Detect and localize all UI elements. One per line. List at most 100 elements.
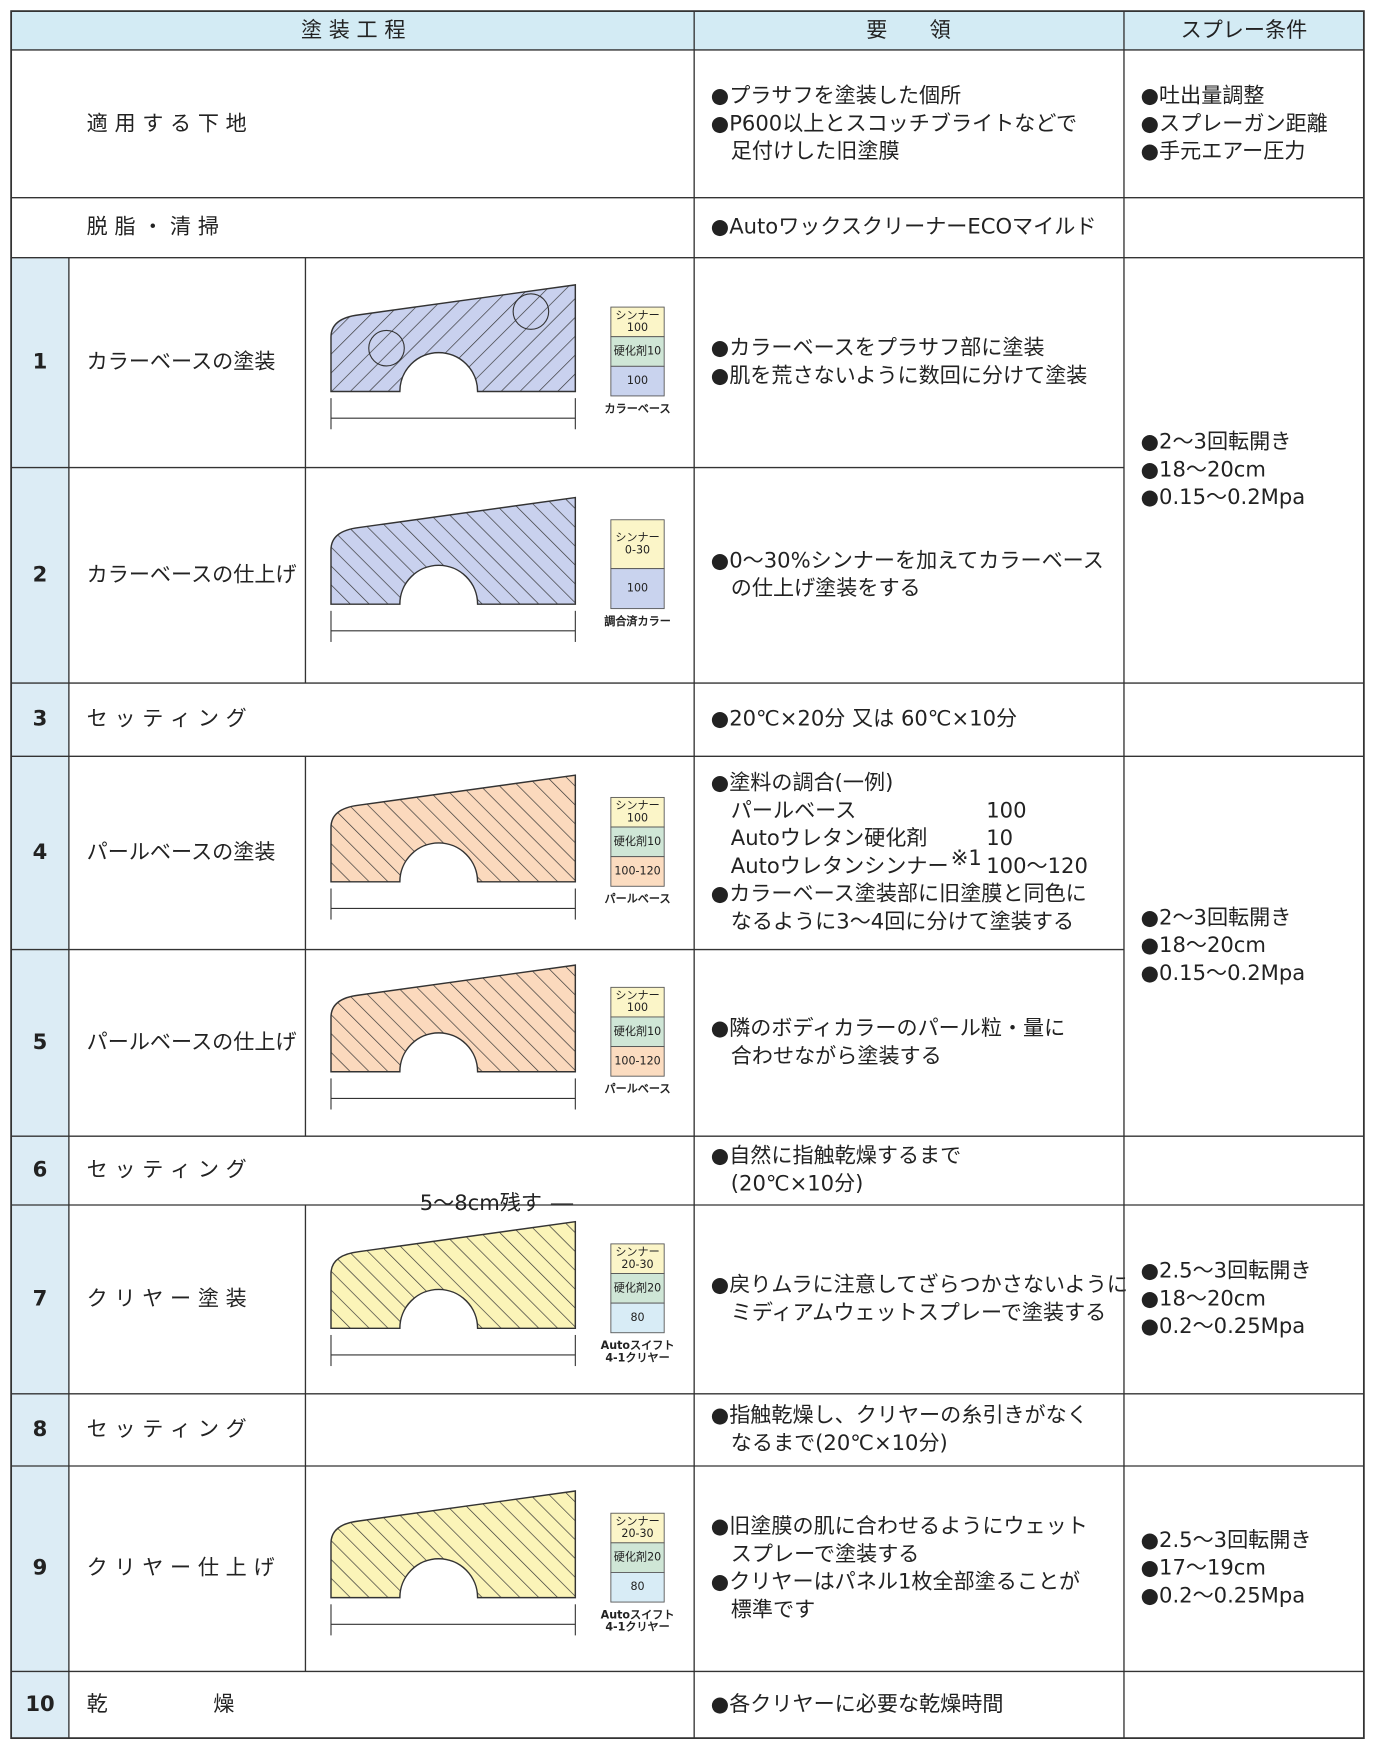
step-name: カラーベースの仕上げ xyxy=(87,561,297,586)
row-label: 脱 脂 ・ 清 掃 xyxy=(87,214,219,239)
mix-note: ※1 xyxy=(951,845,982,870)
cup-label: シンナー xyxy=(615,1246,659,1259)
cup-layer xyxy=(610,1302,665,1334)
cup-layer xyxy=(610,1512,665,1544)
panel-figure xyxy=(330,774,577,920)
text-line: ●プラサフを塗装した個所 xyxy=(711,83,961,108)
cup-label: 100 xyxy=(627,321,648,334)
panel-shape xyxy=(330,1220,577,1330)
text-line: ●クリヤーはパネル1枚全部塗ることが xyxy=(711,1569,1080,1594)
text-line: ●18〜20cm xyxy=(1141,1285,1266,1310)
mix-amount: 100 xyxy=(986,797,1026,822)
cup-caption: Autoスイフト xyxy=(601,1608,675,1621)
step-number: 4 xyxy=(33,839,48,864)
text-line: ●カラーベースをプラサフ部に塗装 xyxy=(711,335,1045,360)
text-line: ●18〜20cm xyxy=(1141,932,1266,957)
panel-figure xyxy=(330,1490,577,1636)
hole xyxy=(368,329,405,367)
cup-caption: パールベース xyxy=(605,1083,671,1096)
text-line: 足付けした旧塗膜 xyxy=(731,138,900,163)
header-cell: 要 領 xyxy=(866,17,950,42)
text-line: ●各クリヤーに必要な乾燥時間 xyxy=(711,1691,1004,1716)
step-name: セ ッ テ ィ ン グ xyxy=(87,1416,247,1441)
hole xyxy=(512,293,550,330)
text-line: ●カラーベース塗装部に旧塗膜と同色に xyxy=(711,881,1087,906)
header-cell: スプレー条件 xyxy=(1181,17,1308,42)
panel-shape xyxy=(330,1490,577,1599)
mix-name: パールベース xyxy=(731,797,857,822)
cup-label: 硬化剤10 xyxy=(614,1024,661,1038)
text-line: 標準です xyxy=(731,1596,815,1621)
text-line: ●20℃×20分 又は 60℃×10分 xyxy=(711,706,1017,731)
cup-label: シンナー xyxy=(615,1515,659,1528)
text-line: ●2.5〜3回転開き xyxy=(1141,1258,1312,1283)
text-line: ●塗料の調合(一例) xyxy=(711,770,894,795)
mix-amount: 10 xyxy=(986,825,1013,850)
text-line: ●2.5〜3回転開き xyxy=(1141,1527,1312,1552)
text-line: ●18〜20cm xyxy=(1141,456,1266,481)
text-line: ●自然に指触乾燥するまで xyxy=(711,1143,961,1168)
step-number: 7 xyxy=(33,1285,48,1310)
cup-label: シンナー xyxy=(615,309,659,322)
text-line: ●指触乾燥し、クリヤーの糸引きがなく xyxy=(711,1402,1088,1427)
cup-layer xyxy=(610,1243,665,1274)
text-line: ●P600以上とスコッチブライトなどで xyxy=(711,110,1077,135)
cup-layer xyxy=(610,856,665,887)
step-number: 8 xyxy=(33,1416,48,1441)
panel-shape xyxy=(330,774,577,883)
cup-label: 0-30 xyxy=(625,543,650,556)
cup-layer xyxy=(610,365,665,397)
text-line: ●吐出量調整 xyxy=(1141,83,1265,108)
step-number: 9 xyxy=(33,1555,48,1580)
text-line: ●戻りムラに注意してざらつかさないように xyxy=(711,1272,1128,1297)
text-line: ミディアムウェットスプレーで塗装する xyxy=(731,1299,1106,1324)
cup-layer xyxy=(610,826,665,858)
panel-figure xyxy=(330,284,577,430)
cup-layer xyxy=(610,1016,665,1048)
cup-label: 20-30 xyxy=(621,1527,653,1540)
cup-caption: 調合済カラー xyxy=(604,614,671,628)
cup-layer xyxy=(610,1046,665,1077)
cup-label: 80 xyxy=(630,1311,644,1324)
cup-caption: カラーベース xyxy=(605,402,671,415)
mix-name: Autoウレタンシンナー xyxy=(731,853,949,878)
cup-layer xyxy=(610,568,665,610)
text-line: 合わせながら塗装する xyxy=(731,1043,942,1068)
cup-layer xyxy=(610,1572,665,1603)
text-line: ●0.2〜0.25Mpa xyxy=(1141,1313,1306,1338)
text-line: ●スプレーガン距離 xyxy=(1141,110,1328,135)
panel-shape xyxy=(330,284,577,393)
cup-label: 100 xyxy=(627,374,648,387)
text-line: ●手元エアー圧力 xyxy=(1141,138,1306,163)
step-number: 6 xyxy=(33,1157,48,1182)
step-name: ク リ ヤ ー 仕 上 げ xyxy=(87,1555,275,1580)
panel-figure xyxy=(330,496,577,642)
header-bg xyxy=(11,11,1364,50)
header-cell: 塗 装 工 程 xyxy=(301,17,405,42)
cup-label: シンナー xyxy=(615,989,659,1002)
cup-label: 100-120 xyxy=(614,864,660,877)
cup-label: 硬化剤10 xyxy=(614,344,661,358)
step-name: 乾 燥 xyxy=(87,1691,235,1716)
step-number: 2 xyxy=(33,561,48,586)
text-line: ●肌を荒さないように数回に分けて塗装 xyxy=(711,362,1088,387)
text-line: ●0.15〜0.2Mpa xyxy=(1141,960,1306,985)
panel-figure xyxy=(330,964,577,1110)
cup-label: 硬化剤20 xyxy=(614,1550,661,1564)
cup-caption: 4-1クリヤー xyxy=(605,1621,669,1634)
cup-label: 硬化剤10 xyxy=(614,834,661,848)
mix-amount: 100〜120 xyxy=(986,853,1088,878)
text-line: スプレーで塗装する xyxy=(731,1541,920,1566)
row-label: 適 用 す る 下 地 xyxy=(87,110,247,135)
text-line: ●2〜3回転開き xyxy=(1141,904,1292,929)
cup-caption: 4-1クリヤー xyxy=(605,1351,669,1364)
text-line: ●旧塗膜の肌に合わせるようにウェット xyxy=(711,1513,1088,1538)
panel-shape xyxy=(330,964,577,1073)
